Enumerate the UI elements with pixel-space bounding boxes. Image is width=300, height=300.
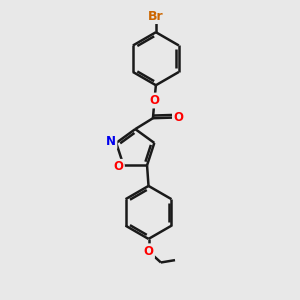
Text: O: O <box>174 111 184 124</box>
Text: O: O <box>149 94 159 107</box>
Text: O: O <box>113 160 123 173</box>
Text: Br: Br <box>148 10 164 22</box>
Text: O: O <box>143 245 154 258</box>
Text: N: N <box>106 135 116 148</box>
